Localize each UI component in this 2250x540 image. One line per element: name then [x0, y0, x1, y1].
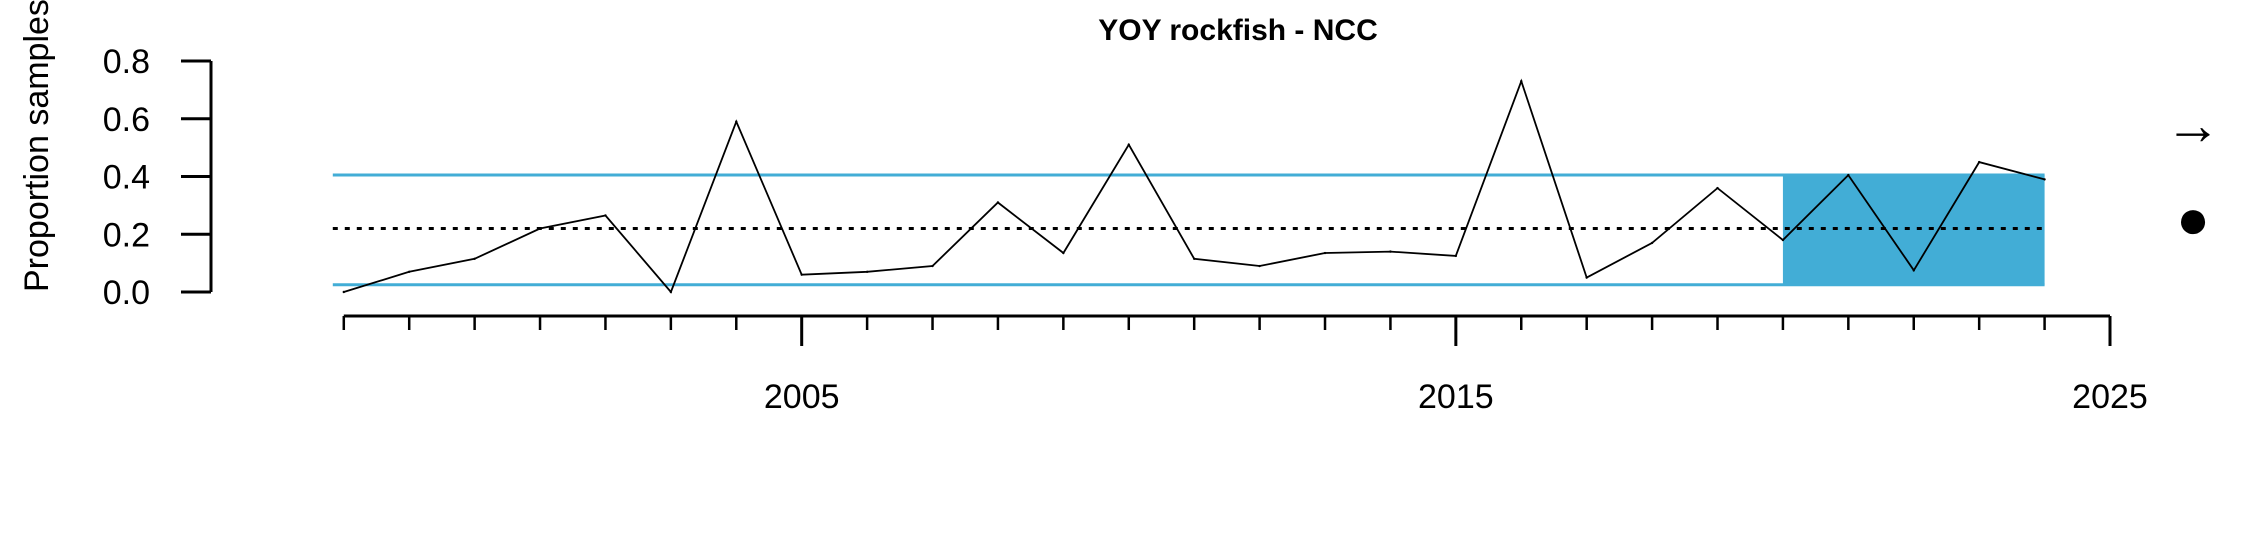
data-point — [1454, 254, 1458, 258]
data-point — [1127, 143, 1130, 146]
data-point — [604, 214, 607, 217]
data-point — [800, 273, 803, 276]
x-tick-label: 2005 — [764, 378, 840, 416]
data-point — [1716, 186, 1719, 190]
data-point — [1977, 160, 1981, 164]
y-tick-label: 0.0 — [103, 274, 150, 312]
data-point — [865, 270, 869, 273]
data-point — [1258, 264, 1261, 268]
data-point — [1847, 173, 1850, 177]
y-tick-label: 0.2 — [103, 216, 150, 254]
data-point — [996, 201, 1000, 204]
y-tick-label: 0.6 — [103, 101, 150, 139]
x-tick-label: 2015 — [1418, 378, 1494, 416]
data-point — [473, 257, 476, 260]
data-point — [1781, 238, 1785, 242]
data-point — [1389, 250, 1392, 253]
plot-area: 2005 2015 2025 0.0 0.2 0.4 0.6 0.8 — [103, 43, 2148, 416]
data-point — [538, 227, 542, 230]
data-point — [1585, 276, 1588, 279]
data-point — [1192, 257, 1196, 260]
data-point — [669, 290, 673, 294]
y-tick-label: 0.8 — [103, 43, 150, 81]
data-point — [2043, 178, 2046, 181]
chart-title: YOY rockfish - NCC — [1098, 14, 1378, 47]
data-point — [408, 270, 411, 273]
data-point — [1323, 251, 1327, 255]
data-point — [1062, 251, 1065, 255]
x-tick-label: 2025 — [2072, 378, 2148, 416]
data-point — [1912, 269, 1915, 272]
trend-arrow-icon: → — [2165, 93, 2221, 156]
y-axis-title: Proportion samples prese — [18, 0, 56, 292]
data-point — [735, 120, 738, 123]
status-dot-icon: ● — [2176, 187, 2210, 250]
data-point — [931, 264, 934, 268]
data-point — [1520, 80, 1523, 83]
data-point — [1650, 241, 1654, 245]
y-tick-label: 0.4 — [103, 159, 150, 197]
data-point — [342, 290, 345, 294]
